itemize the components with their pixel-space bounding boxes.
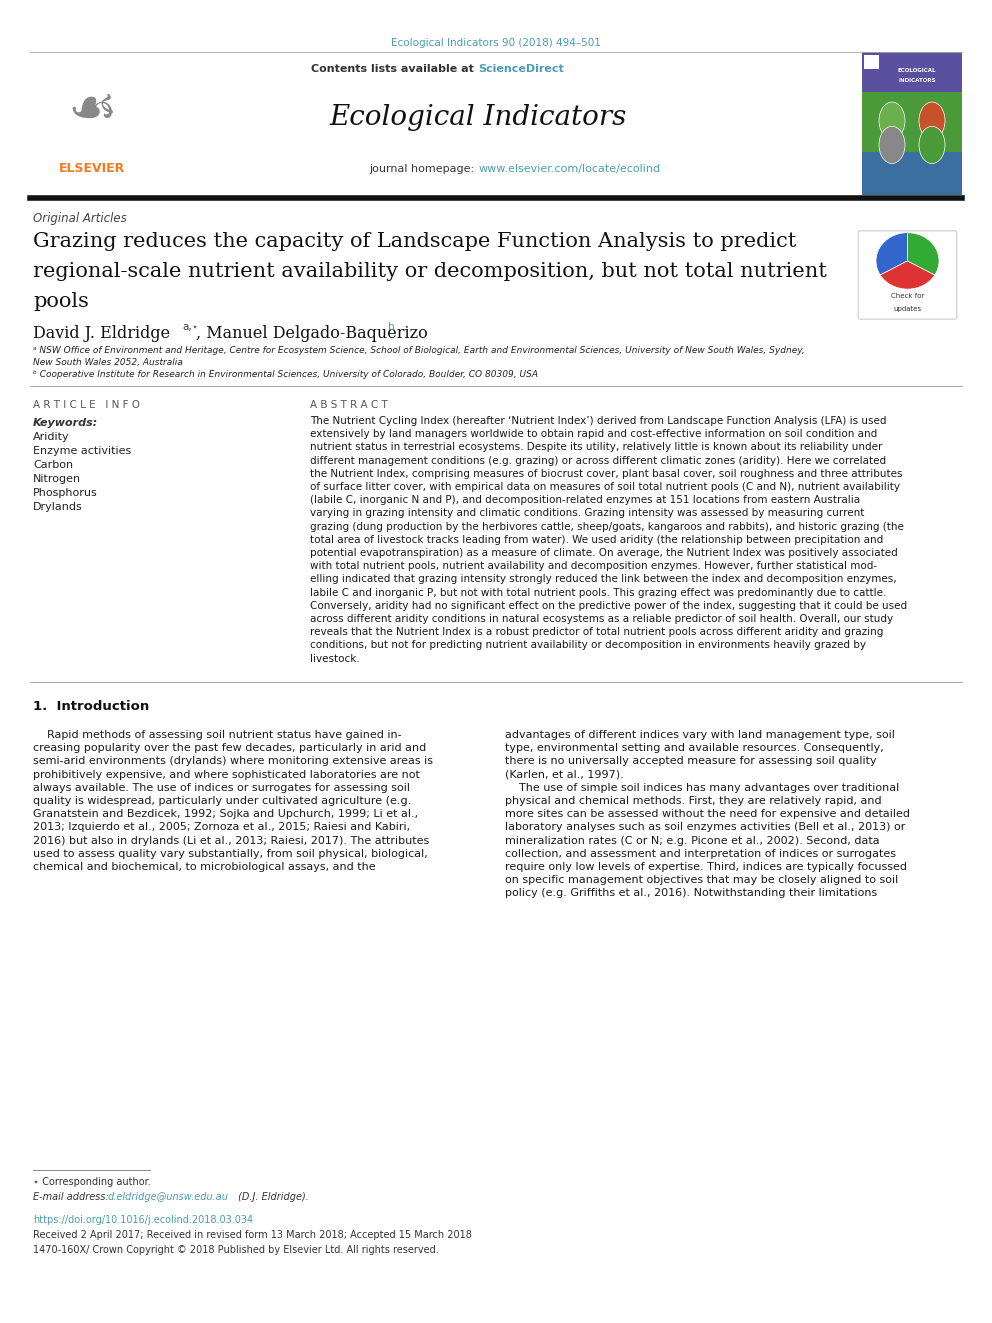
Text: potential evapotranspiration) as a measure of climate. On average, the Nutrient : potential evapotranspiration) as a measu… [310,548,898,558]
Text: prohibitively expensive, and where sophisticated laboratories are not: prohibitively expensive, and where sophi… [33,770,420,779]
Text: Ecological Indicators 90 (2018) 494–501: Ecological Indicators 90 (2018) 494–501 [391,38,601,48]
Text: more sites can be assessed without the need for expensive and detailed: more sites can be assessed without the n… [505,810,910,819]
Text: Granatstein and Bezdicek, 1992; Sojka and Upchurch, 1999; Li et al.,: Granatstein and Bezdicek, 1992; Sojka an… [33,810,418,819]
Text: extensively by land managers worldwide to obtain rapid and cost-effective inform: extensively by land managers worldwide t… [310,429,877,439]
Text: chemical and biochemical, to microbiological assays, and the: chemical and biochemical, to microbiolog… [33,863,376,872]
Text: Original Articles: Original Articles [33,212,127,225]
Text: reveals that the Nutrient Index is a robust predictor of total nutrient pools ac: reveals that the Nutrient Index is a rob… [310,627,883,638]
Text: ᵃ NSW Office of Environment and Heritage, Centre for Ecosystem Science, School o: ᵃ NSW Office of Environment and Heritage… [33,347,805,355]
Text: A B S T R A C T: A B S T R A C T [310,400,388,410]
Text: 1470-160X/ Crown Copyright © 2018 Published by Elsevier Ltd. All rights reserved: 1470-160X/ Crown Copyright © 2018 Publis… [33,1245,438,1256]
Text: ECOLOGICAL: ECOLOGICAL [898,67,936,73]
Text: The use of simple soil indices has many advantages over traditional: The use of simple soil indices has many … [505,783,900,792]
Text: conditions, but not for predicting nutrient availability or decomposition in env: conditions, but not for predicting nutri… [310,640,866,651]
Text: www.elsevier.com/locate/ecolind: www.elsevier.com/locate/ecolind [478,164,661,175]
Text: Carbon: Carbon [33,460,73,470]
Text: Aridity: Aridity [33,433,69,442]
Text: 1.  Introduction: 1. Introduction [33,700,149,713]
Text: Grazing reduces the capacity of Landscape Function Analysis to predict: Grazing reduces the capacity of Landscap… [33,232,797,251]
Text: creasing popularity over the past few decades, particularly in arid and: creasing popularity over the past few de… [33,744,427,753]
Text: ScienceDirect: ScienceDirect [478,64,563,74]
Bar [862,52,962,93]
Text: ⋆ Corresponding author.: ⋆ Corresponding author. [33,1177,151,1187]
Text: journal homepage:: journal homepage: [370,164,478,175]
Text: with total nutrient pools, nutrient availability and decomposition enzymes. Howe: with total nutrient pools, nutrient avai… [310,561,877,572]
Wedge shape [876,233,908,275]
Text: 2016) but also in drylands (Li et al., 2013; Raiesi, 2017). The attributes: 2016) but also in drylands (Li et al., 2… [33,836,430,845]
Text: b: b [388,321,395,332]
Text: quality is widespread, particularly under cultivated agriculture (e.g.: quality is widespread, particularly unde… [33,796,412,806]
Text: of surface litter cover, with empirical data on measures of soil total nutrient : of surface litter cover, with empirical … [310,482,900,492]
Text: laboratory analyses such as soil enzymes activities (Bell et al., 2013) or: laboratory analyses such as soil enzymes… [505,823,906,832]
Bar [862,93,962,152]
Text: E-mail address:: E-mail address: [33,1192,112,1203]
Text: Ecological Indicators: Ecological Indicators [329,105,627,131]
Text: physical and chemical methods. First, they are relatively rapid, and: physical and chemical methods. First, th… [505,796,882,806]
Text: require only low levels of expertise. Third, indices are typically focussed: require only low levels of expertise. Th… [505,863,907,872]
Wedge shape [908,233,939,275]
Text: used to assess quality vary substantially, from soil physical, biological,: used to assess quality vary substantiall… [33,849,428,859]
Text: (D.J. Eldridge).: (D.J. Eldridge). [235,1192,309,1203]
Text: mineralization rates (C or N; e.g. Picone et al., 2002). Second, data: mineralization rates (C or N; e.g. Picon… [505,836,880,845]
Text: (labile C, inorganic N and P), and decomposition-related enzymes at 151 location: (labile C, inorganic N and P), and decom… [310,495,860,505]
Text: Check for: Check for [891,292,925,299]
Text: on specific management objectives that may be closely aligned to soil: on specific management objectives that m… [505,876,898,885]
Text: advantages of different indices vary with land management type, soil: advantages of different indices vary wit… [505,730,895,740]
Text: ᵇ Cooperative Institute for Research in Environmental Sciences, University of Co: ᵇ Cooperative Institute for Research in … [33,370,538,378]
Text: policy (e.g. Griffiths et al., 2016). Notwithstanding their limitations: policy (e.g. Griffiths et al., 2016). No… [505,889,877,898]
Text: varying in grazing intensity and climatic conditions. Grazing intensity was asse: varying in grazing intensity and climati… [310,508,864,519]
FancyBboxPatch shape [858,230,957,319]
FancyBboxPatch shape [30,52,184,194]
Bar [864,54,879,69]
Text: there is no universally accepted measure for assessing soil quality: there is no universally accepted measure… [505,757,877,766]
Text: https://doi.org/10.1016/j.ecolind.2018.03.034: https://doi.org/10.1016/j.ecolind.2018.0… [33,1215,253,1225]
Text: Nitrogen: Nitrogen [33,474,81,484]
Text: A R T I C L E   I N F O: A R T I C L E I N F O [33,400,140,410]
Text: type, environmental setting and available resources. Consequently,: type, environmental setting and availabl… [505,744,884,753]
Text: the Nutrient Index, comprising measures of biocrust cover, plant basal cover, so: the Nutrient Index, comprising measures … [310,468,903,479]
Text: semi-arid environments (drylands) where monitoring extensive areas is: semi-arid environments (drylands) where … [33,757,433,766]
Text: collection, and assessment and interpretation of indices or surrogates: collection, and assessment and interpret… [505,849,896,859]
Text: different management conditions (e.g. grazing) or across different climatic zone: different management conditions (e.g. gr… [310,455,886,466]
Text: Keywords:: Keywords: [33,418,98,429]
Text: Drylands: Drylands [33,501,82,512]
Text: nutrient status in terrestrial ecosystems. Despite its utility, relatively littl: nutrient status in terrestrial ecosystem… [310,442,882,452]
Circle shape [879,127,905,164]
Circle shape [879,102,905,139]
Text: livestock.: livestock. [310,654,360,664]
Text: always available. The use of indices or surrogates for assessing soil: always available. The use of indices or … [33,783,410,792]
Text: INDICATORS: INDICATORS [898,78,935,83]
Text: , Manuel Delgado-Baquerizo: , Manuel Delgado-Baquerizo [196,325,428,343]
Text: Phosphorus: Phosphorus [33,488,98,497]
Text: Enzyme activities: Enzyme activities [33,446,131,456]
Text: ELSEVIER: ELSEVIER [60,163,126,175]
Text: (Karlen, et al., 1997).: (Karlen, et al., 1997). [505,770,624,779]
Text: New South Wales 2052, Australia: New South Wales 2052, Australia [33,359,183,366]
Text: updates: updates [894,306,922,312]
Text: pools: pools [33,292,89,311]
Text: across different aridity conditions in natural ecosystems as a reliable predicto: across different aridity conditions in n… [310,614,893,624]
Text: labile C and inorganic P, but not with total nutrient pools. This grazing effect: labile C and inorganic P, but not with t… [310,587,887,598]
Text: Contents lists available at: Contents lists available at [311,64,478,74]
Text: grazing (dung production by the herbivores cattle, sheep/goats, kangaroos and ra: grazing (dung production by the herbivor… [310,521,904,532]
Text: 2013; Izquierdo et al., 2005; Zornoza et al., 2015; Raiesi and Kabiri,: 2013; Izquierdo et al., 2005; Zornoza et… [33,823,410,832]
Text: David J. Eldridge: David J. Eldridge [33,325,170,343]
Circle shape [919,127,945,164]
Text: elling indicated that grazing intensity strongly reduced the link between the in: elling indicated that grazing intensity … [310,574,897,585]
Wedge shape [880,261,934,290]
Text: ☙: ☙ [67,85,117,138]
Text: Received 2 April 2017; Received in revised form 13 March 2018; Accepted 15 March: Received 2 April 2017; Received in revis… [33,1230,472,1240]
Text: The Nutrient Cycling Index (hereafter ‘Nutrient Index’) derived from Landscape F: The Nutrient Cycling Index (hereafter ‘N… [310,415,887,426]
Bar [862,152,962,194]
Circle shape [919,102,945,139]
Text: total area of livestock tracks leading from water). We used aridity (the relatio: total area of livestock tracks leading f… [310,534,883,545]
Text: regional-scale nutrient availability or decomposition, but not total nutrient: regional-scale nutrient availability or … [33,262,827,280]
Text: d.eldridge@unsw.edu.au: d.eldridge@unsw.edu.au [108,1192,229,1203]
Text: a,⋆: a,⋆ [182,321,198,332]
Text: Rapid methods of assessing soil nutrient status have gained in-: Rapid methods of assessing soil nutrient… [33,730,402,740]
Text: Conversely, aridity had no significant effect on the predictive power of the ind: Conversely, aridity had no significant e… [310,601,907,611]
